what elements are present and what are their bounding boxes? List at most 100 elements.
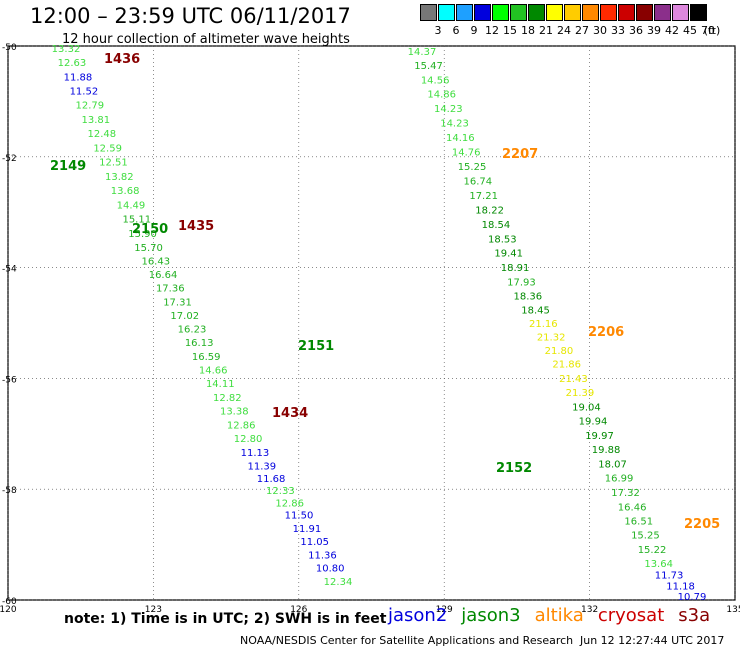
scale-swatch	[492, 4, 509, 21]
wave-height-value: 21.86	[552, 360, 581, 371]
lat-label: -60	[2, 597, 17, 607]
lon-label: 135	[726, 605, 740, 615]
scale-swatch	[600, 4, 617, 21]
wave-height-value: 11.88	[64, 72, 93, 83]
lon-label: 120	[0, 605, 17, 615]
wave-height-value: 16.23	[178, 324, 207, 335]
map-title: 12:00 – 23:59 UTC 06/11/2017	[30, 4, 351, 28]
wave-height-value: 12.34	[324, 577, 353, 588]
pass-time-label: 2206	[588, 325, 624, 340]
wave-height-value: 13.68	[111, 186, 140, 197]
wave-height-value: 16.46	[618, 502, 647, 513]
wave-height-value: 16.13	[185, 338, 214, 349]
scale-label: 70	[701, 24, 715, 37]
track-1435: 1435	[178, 219, 214, 234]
wave-height-value: 12.79	[76, 101, 105, 112]
footnote: note: 1) Time is in UTC; 2) SWH is in fe…	[64, 611, 387, 627]
wave-height-value: 19.97	[585, 431, 614, 442]
track-2206: 2206	[588, 325, 624, 340]
lat-label: -50	[2, 43, 17, 53]
wave-height-value: 15.90	[128, 229, 157, 240]
wave-height-value: 18.91	[501, 263, 530, 274]
track-2150: 2150	[132, 222, 168, 237]
satellite-legend: jason2 jason3 altika cryosat s3a	[388, 605, 724, 626]
wave-height-value: 18.45	[521, 305, 550, 316]
wave-height-value: 14.49	[117, 200, 146, 211]
track-1436: 13.32 12.63 11.88 11.52 12.79 13.81 12.48 12.59…	[52, 44, 353, 588]
wave-height-value: 18.22	[475, 206, 504, 217]
wave-height-value: 17.36	[156, 284, 185, 295]
wave-height-value: 14.56	[421, 75, 450, 86]
wave-height-value: 12.86	[275, 498, 304, 509]
wave-height-value: 11.39	[247, 462, 276, 473]
pass-time-label: 2150	[132, 222, 168, 237]
scale-swatch	[672, 4, 689, 21]
pass-time-label: 2205	[684, 517, 720, 532]
wave-height-value: 11.36	[308, 550, 337, 561]
scale-label: 6	[452, 24, 460, 37]
wave-height-value: 21.80	[545, 346, 574, 357]
track-2151: 2151	[298, 339, 334, 354]
pass-time-label: 1435	[178, 219, 214, 234]
wave-height-value: 14.76	[452, 147, 481, 158]
scale-label: 18	[521, 24, 535, 37]
wave-height-value: 11.68	[257, 474, 286, 485]
lon-label: 123	[145, 605, 162, 615]
wave-height-value: 18.53	[488, 234, 517, 245]
wave-height-value: 12.51	[99, 158, 128, 169]
wave-height-value: 14.11	[206, 379, 235, 390]
satellite-legend-jason2: jason2	[388, 605, 448, 626]
footer-organization: NOAA/NESDIS Center for Satellite Applica…	[240, 634, 574, 647]
wave-height-value: 16.51	[624, 516, 653, 527]
wave-height-value: 19.41	[494, 249, 523, 260]
map-subtitle: 12 hour collection of altimeter wave hei…	[62, 32, 350, 47]
scale-swatch	[636, 4, 653, 21]
scale-label: 3	[434, 24, 442, 37]
wave-height-value: 12.63	[58, 58, 87, 69]
track-2205: 2205	[684, 517, 720, 532]
pass-time-label: 1436	[104, 52, 140, 67]
lon-label: 132	[581, 605, 598, 615]
wave-height-value: 17.93	[507, 277, 536, 288]
track-2207: 14.37 15.47 14.56 14.86 14.23 14.23 14.16 14.76…	[408, 47, 707, 603]
scale-label: 42	[665, 24, 679, 37]
wave-height-value: 12.59	[93, 143, 122, 154]
wave-height-value: 21.39	[566, 388, 595, 399]
scale-label: 15	[503, 24, 517, 37]
track-1434: 1434	[272, 406, 308, 421]
scale-swatch	[582, 4, 599, 21]
lon-label: 129	[436, 605, 453, 615]
scale-label: 24	[557, 24, 571, 37]
wave-height-value: 21.16	[529, 319, 558, 330]
wave-height-value: 13.82	[105, 172, 134, 183]
wave-height-value: 15.11	[122, 215, 151, 226]
wave-height-value: 18.54	[482, 220, 511, 231]
pass-time-label: 1434	[272, 406, 308, 421]
lat-label: -52	[2, 154, 17, 164]
latitude-axis: -50 -52 -54 -56 -58 -60	[2, 43, 17, 607]
scale-swatch	[420, 4, 437, 21]
wave-height-value: 15.47	[414, 61, 443, 72]
wave-height-value: 12.86	[227, 420, 256, 431]
lat-label: -54	[2, 265, 17, 275]
wave-height-value: 19.04	[572, 402, 601, 413]
wave-height-value: 12.80	[234, 434, 263, 445]
wave-height-value: 11.91	[293, 524, 322, 535]
scale-swatch	[690, 4, 707, 21]
wave-height-value: 17.32	[611, 488, 640, 499]
lat-label: -56	[2, 375, 17, 385]
wave-height-value: 12.82	[213, 393, 242, 404]
wave-height-value: 14.86	[427, 90, 456, 101]
scale-swatch	[618, 4, 635, 21]
wave-height-value: 13.38	[220, 407, 249, 418]
wave-height-value: 19.94	[579, 417, 608, 428]
scale-label: 21	[539, 24, 553, 37]
wave-height-value: 16.59	[192, 352, 221, 363]
scale-label: 33	[611, 24, 625, 37]
footer-timestamp: Jun 12 12:27:44 UTC 2017	[580, 634, 725, 647]
track-2152: 2152	[496, 461, 532, 476]
wave-height-value: 18.36	[514, 292, 543, 303]
scale-label: 39	[647, 24, 661, 37]
pass-time-label: 2152	[496, 461, 532, 476]
